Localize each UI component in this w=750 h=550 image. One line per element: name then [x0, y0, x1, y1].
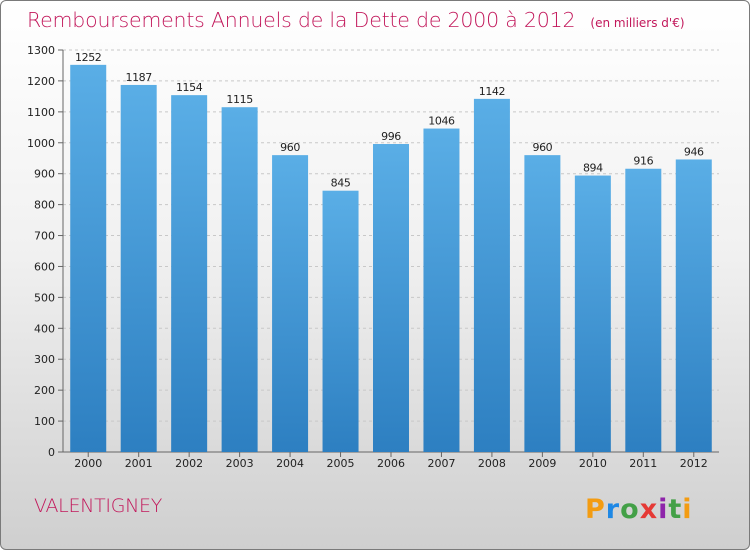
x-tick-labels: 2000 2001 2002 2003 2004 2005 2006 2007 2008 2009… [74, 457, 708, 470]
y-tick-label: 500 [34, 291, 55, 304]
value-label: 960 [280, 141, 300, 154]
value-label: 916 [633, 155, 653, 168]
y-tick-label: 0 [48, 446, 55, 459]
y-tick-label: 100 [34, 415, 55, 428]
bar [625, 168, 662, 452]
x-tick-label: 2008 [478, 457, 506, 470]
bar [272, 155, 309, 452]
y-tick-label: 400 [34, 322, 55, 335]
y-tick-label: 1300 [27, 44, 55, 57]
value-label: 996 [381, 130, 401, 143]
chart-title-text: Remboursements Annuels de la Dette de 20… [27, 8, 576, 32]
bar [322, 190, 359, 452]
x-tick-label: 2006 [377, 457, 405, 470]
value-label: 1115 [226, 93, 253, 106]
value-label: 1154 [176, 81, 203, 94]
value-label: 960 [532, 141, 552, 154]
y-tick-label: 600 [34, 260, 55, 273]
x-tick-label: 2004 [276, 457, 304, 470]
y-tick-label: 1200 [27, 75, 55, 88]
proxiti-logo-art: Proxiti [585, 494, 693, 525]
x-tick-label: 2002 [175, 457, 203, 470]
bar [373, 144, 409, 452]
bar [675, 159, 712, 452]
bar [473, 98, 510, 452]
x-tick-label: 2012 [680, 457, 708, 470]
logo-letter: r [606, 494, 620, 525]
x-tick-label: 2010 [579, 457, 607, 470]
value-label: 946 [684, 145, 704, 158]
y-tick-label: 700 [34, 230, 55, 243]
y-tick-label: 300 [34, 353, 55, 366]
proxiti-logo: Proxiti [583, 489, 703, 533]
logo-letter: P [585, 494, 606, 525]
bar [221, 107, 258, 452]
y-tick-label: 200 [34, 384, 55, 397]
logo-letter: x [640, 494, 658, 525]
bar [70, 64, 107, 452]
x-tick-label: 2011 [629, 457, 657, 470]
y-tick-label: 1000 [27, 137, 55, 150]
bar [120, 84, 157, 452]
chart-title: Remboursements Annuels de la Dette de 20… [27, 8, 685, 32]
bars [70, 64, 712, 452]
bar [171, 95, 208, 452]
logo-letter: o [620, 494, 640, 525]
logo-letter: i [658, 494, 668, 525]
y-tick-label: 1100 [27, 106, 55, 119]
value-label: 1046 [428, 115, 455, 128]
bar [524, 155, 561, 452]
bar [423, 128, 460, 452]
bar [574, 175, 611, 452]
y-tick-label: 800 [34, 199, 55, 212]
x-tick-label: 2005 [327, 457, 355, 470]
logo-letter: i [682, 494, 692, 525]
y-tick-labels: 0 100 200 300 400 500 600 700 800 900 1000 1100 1200… [27, 44, 55, 459]
value-label: 1187 [125, 71, 152, 84]
x-tick-label: 2007 [427, 457, 455, 470]
y-tick-label: 900 [34, 168, 55, 181]
proxiti-logo-text: Proxiti [585, 494, 693, 525]
x-tick-label: 2009 [528, 457, 556, 470]
x-tick-label: 2003 [226, 457, 254, 470]
value-labels: 1252 1187 1154 1115 960 845 996 1046 1142 960 894 9… [75, 51, 704, 190]
value-label: 1252 [75, 51, 101, 64]
chart-unit: (en milliers d'€) [590, 16, 685, 30]
value-label: 845 [331, 177, 351, 190]
value-label: 1142 [479, 85, 505, 98]
x-tick-label: 2001 [125, 457, 153, 470]
commune-name: VALENTIGNEY [34, 495, 163, 517]
x-tick-label: 2000 [74, 457, 102, 470]
value-label: 894 [583, 162, 603, 175]
logo-letter: t [668, 494, 682, 525]
